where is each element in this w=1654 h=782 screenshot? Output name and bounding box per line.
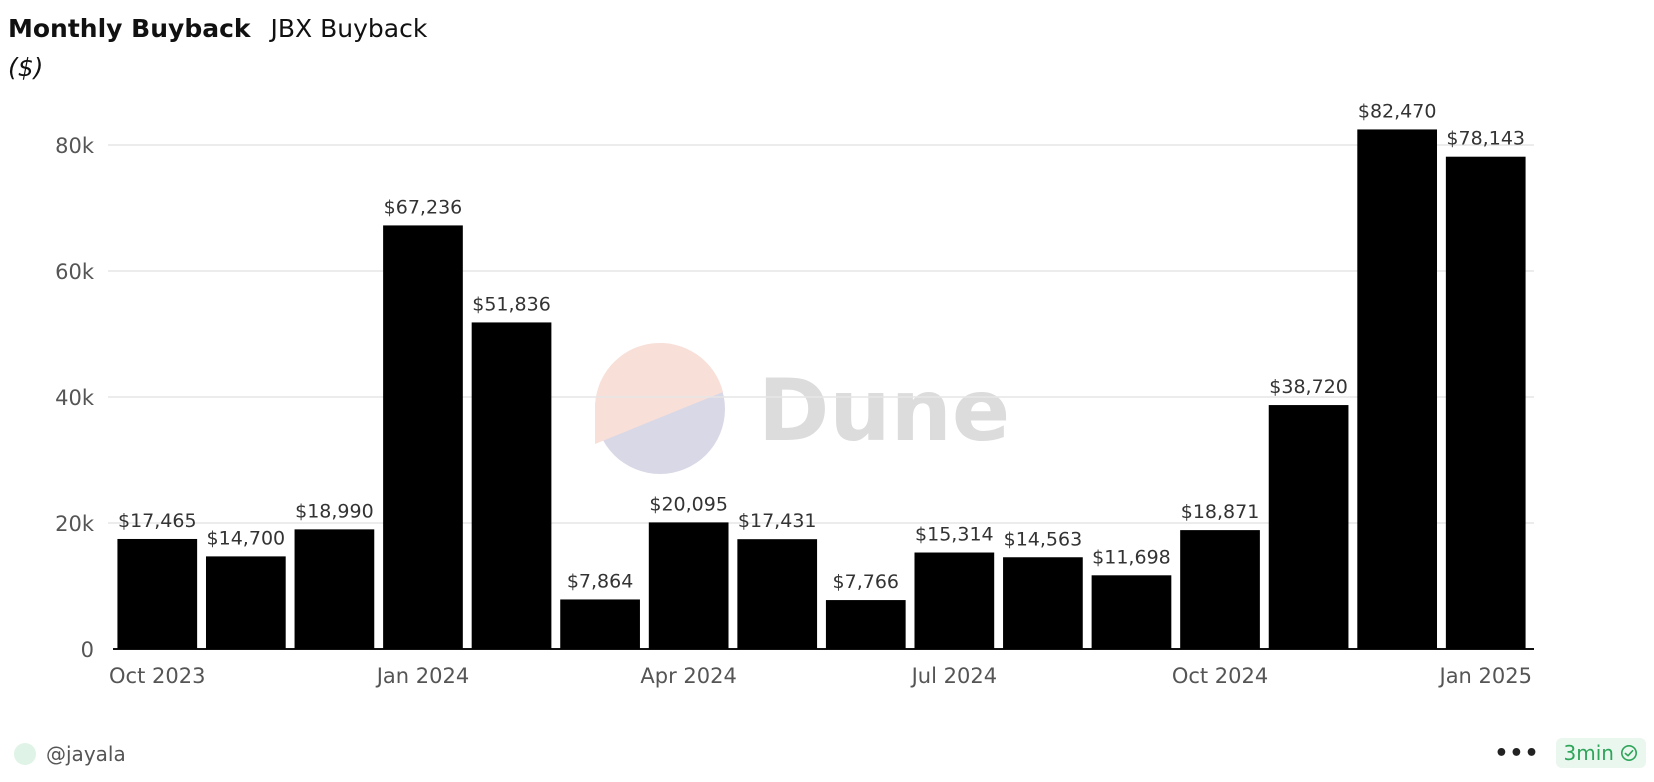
x-axis: Oct 2023 Jan 2024 Apr 2024 Jul 2024 Oct 2024… xyxy=(109,664,1532,688)
data-label: $15,314 xyxy=(915,524,994,546)
title-row: Monthly Buyback JBX Buyback xyxy=(8,14,427,43)
chart-header: Monthly Buyback JBX Buyback ($) xyxy=(8,14,427,82)
bar[interactable] xyxy=(825,600,906,649)
x-tick-label: Jan 2025 xyxy=(1438,664,1533,688)
bar-chart: Dune 0 20k 40k 60k 80k $17,465 $14,700 $18,990… xyxy=(55,100,1534,688)
data-label: $38,720 xyxy=(1269,376,1348,398)
y-tick-label: 20k xyxy=(55,512,95,536)
bars xyxy=(117,129,1526,650)
data-label: $82,470 xyxy=(1358,100,1437,122)
author-name: @jayala xyxy=(46,742,126,766)
bar[interactable] xyxy=(471,322,552,649)
author-credit[interactable]: @jayala xyxy=(14,742,126,766)
bar[interactable] xyxy=(1357,129,1438,650)
data-label: $18,990 xyxy=(295,500,374,522)
footer-controls: ••• 3min xyxy=(1494,738,1646,768)
x-tick-label: Jan 2024 xyxy=(375,664,470,688)
data-label: $18,871 xyxy=(1181,501,1260,523)
data-label: $20,095 xyxy=(649,493,728,515)
data-label: $14,563 xyxy=(1004,528,1083,550)
y-tick-label: 40k xyxy=(55,386,95,410)
dune-watermark: Dune xyxy=(594,342,1010,474)
bar[interactable] xyxy=(294,529,375,649)
data-label: $51,836 xyxy=(472,293,551,315)
bar[interactable] xyxy=(560,599,640,649)
chart-title: Monthly Buyback xyxy=(8,14,251,43)
data-label: $67,236 xyxy=(384,196,463,218)
bar[interactable] xyxy=(117,538,198,649)
data-label: $7,766 xyxy=(833,571,899,593)
data-label: $7,864 xyxy=(567,570,633,592)
dune-logo-icon xyxy=(594,342,725,474)
x-tick-label: Jul 2024 xyxy=(910,664,997,688)
x-tick-label: Oct 2023 xyxy=(109,664,205,688)
bar[interactable] xyxy=(737,539,818,649)
y-tick-label: 80k xyxy=(55,134,95,158)
more-dots-icon[interactable]: ••• xyxy=(1494,740,1540,766)
bar[interactable] xyxy=(1445,156,1526,649)
y-axis: 0 20k 40k 60k 80k xyxy=(55,134,95,662)
data-label: $78,143 xyxy=(1446,128,1525,150)
bar[interactable] xyxy=(383,225,463,649)
bar[interactable] xyxy=(1003,557,1083,649)
data-label: $17,431 xyxy=(738,510,817,532)
bar[interactable] xyxy=(914,552,995,649)
bar[interactable] xyxy=(1268,405,1349,649)
dune-watermark-text: Dune xyxy=(758,361,1010,461)
bar[interactable] xyxy=(205,556,286,649)
data-label: $14,700 xyxy=(207,527,286,549)
bar[interactable] xyxy=(648,522,729,649)
check-circle-icon xyxy=(1620,744,1638,762)
avatar xyxy=(14,743,36,765)
bar[interactable] xyxy=(1091,575,1172,649)
freshness-badge[interactable]: 3min xyxy=(1555,738,1646,768)
data-label: $11,698 xyxy=(1092,546,1171,568)
unit-label: ($) xyxy=(8,53,44,82)
x-tick-label: Apr 2024 xyxy=(640,664,736,688)
x-tick-label: Oct 2024 xyxy=(1172,664,1268,688)
y-tick-label: 0 xyxy=(81,638,94,662)
data-label: $17,465 xyxy=(118,510,197,532)
y-tick-label: 60k xyxy=(55,260,95,284)
data-labels: $17,465 $14,700 $18,990 $67,236 $51,836 $7,86… xyxy=(118,100,1525,593)
chart-subtitle: JBX Buyback xyxy=(270,14,428,43)
freshness-label: 3min xyxy=(1563,741,1614,765)
bar[interactable] xyxy=(1180,530,1260,649)
